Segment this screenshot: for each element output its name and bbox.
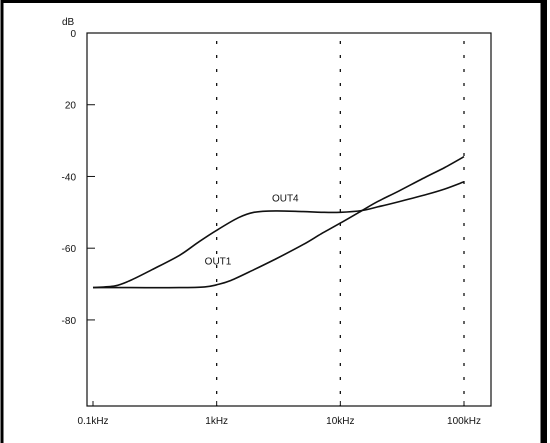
y-tick-label: 0 xyxy=(70,29,76,40)
x-tick-label: 100kHz xyxy=(447,416,481,427)
y-axis: 0 20 -40 -60 -80 xyxy=(62,29,95,327)
series-label-out1: OUT1 xyxy=(205,256,232,267)
y-tick-label: 20 xyxy=(65,101,77,112)
plot-area xyxy=(86,32,492,407)
x-tick-label: 0.1kHz xyxy=(77,416,108,427)
y-tick-label: -80 xyxy=(62,316,77,327)
series-line-out4 xyxy=(92,181,465,289)
series-labels: OUT4 OUT1 xyxy=(205,194,299,268)
series-line-out1 xyxy=(93,156,465,289)
x-tick-label: 1kHz xyxy=(205,416,228,427)
y-tick-label: -60 xyxy=(62,244,77,255)
y-unit-label: dB xyxy=(62,17,75,28)
x-axis: 0.1kHz 1kHz 10kHz 100kHz xyxy=(77,401,481,427)
plot-curves xyxy=(92,156,465,289)
y-tick-label: -40 xyxy=(62,172,77,183)
series-label-out4: OUT4 xyxy=(272,194,299,205)
x-tick-label: 10kHz xyxy=(326,416,354,427)
